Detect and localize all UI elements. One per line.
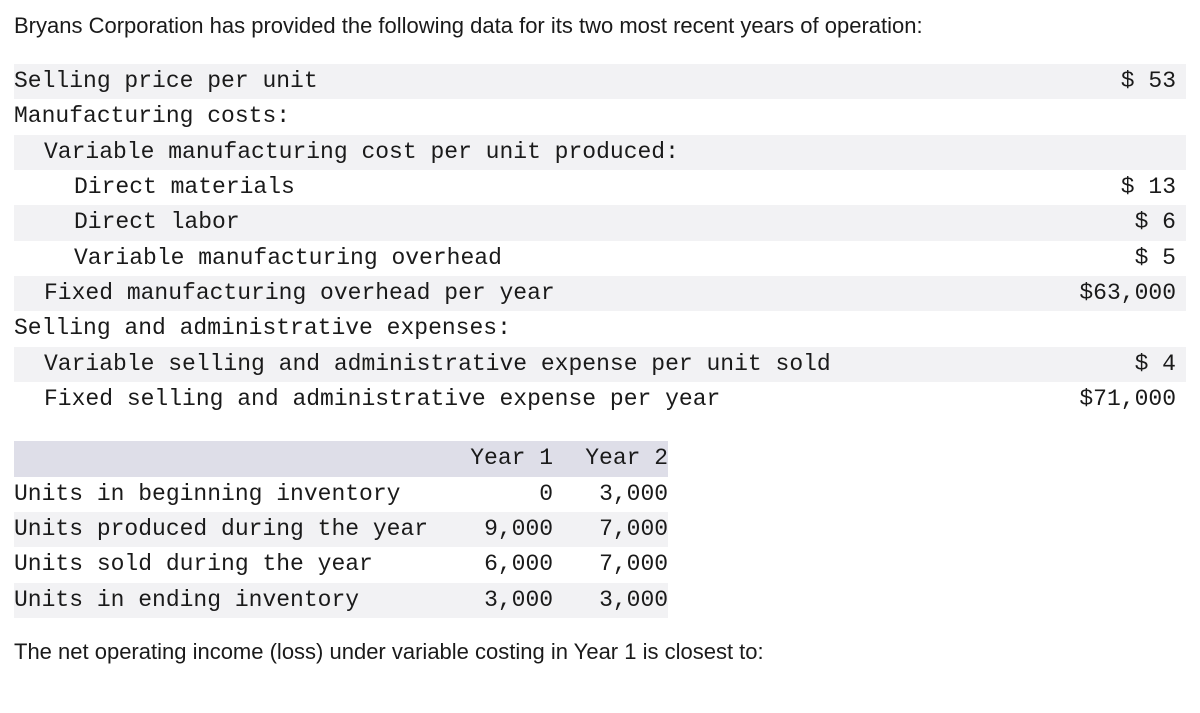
costs-row: Direct labor$ 6 (14, 205, 1186, 240)
units-header-blank (14, 441, 458, 476)
costs-row-label: Variable manufacturing cost per unit pro… (14, 135, 1052, 170)
units-table: Year 1 Year 2 Units in beginning invento… (14, 441, 668, 618)
costs-row-label: Selling price per unit (14, 64, 1052, 99)
costs-row: Selling and administrative expenses: (14, 311, 1186, 346)
units-row-year1: 3,000 (458, 583, 553, 618)
units-row-label: Units in beginning inventory (14, 477, 458, 512)
costs-row: Manufacturing costs: (14, 99, 1186, 134)
costs-row: Direct materials$ 13 (14, 170, 1186, 205)
units-row-label: Units sold during the year (14, 547, 458, 582)
costs-row-label: Fixed manufacturing overhead per year (14, 276, 1052, 311)
costs-row-value: $ 6 (1052, 205, 1186, 240)
question-text: The net operating income (loss) under va… (14, 636, 1186, 668)
units-row-year2: 7,000 (553, 547, 668, 582)
units-row: Units in beginning inventory03,000 (14, 477, 668, 512)
units-row-year1: 9,000 (458, 512, 553, 547)
costs-row-label: Selling and administrative expenses: (14, 311, 1052, 346)
costs-row-value (1052, 311, 1186, 346)
units-row: Units in ending inventory3,0003,000 (14, 583, 668, 618)
costs-row: Variable selling and administrative expe… (14, 347, 1186, 382)
costs-row-value: $ 4 (1052, 347, 1186, 382)
costs-row-label: Direct materials (14, 170, 1052, 205)
intro-text: Bryans Corporation has provided the foll… (14, 10, 1186, 42)
costs-row: Selling price per unit$ 53 (14, 64, 1186, 99)
costs-row-label: Variable manufacturing overhead (14, 241, 1052, 276)
costs-row-label: Variable selling and administrative expe… (14, 347, 1052, 382)
units-row-label: Units in ending inventory (14, 583, 458, 618)
units-header-row: Year 1 Year 2 (14, 441, 668, 476)
costs-row-value: $71,000 (1052, 382, 1186, 417)
units-row: Units sold during the year6,0007,000 (14, 547, 668, 582)
units-header-year1: Year 1 (458, 441, 553, 476)
costs-table: Selling price per unit$ 53Manufacturing … (14, 64, 1186, 417)
costs-row: Fixed selling and administrative expense… (14, 382, 1186, 417)
costs-row-label: Direct labor (14, 205, 1052, 240)
costs-row-value: $63,000 (1052, 276, 1186, 311)
costs-row: Fixed manufacturing overhead per year$63… (14, 276, 1186, 311)
units-row-year2: 7,000 (553, 512, 668, 547)
units-header-year2: Year 2 (553, 441, 668, 476)
costs-row-value (1052, 99, 1186, 134)
units-row-label: Units produced during the year (14, 512, 458, 547)
costs-row: Variable manufacturing cost per unit pro… (14, 135, 1186, 170)
costs-row-label: Fixed selling and administrative expense… (14, 382, 1052, 417)
costs-row-value (1052, 135, 1186, 170)
units-row-year1: 0 (458, 477, 553, 512)
costs-row-value: $ 13 (1052, 170, 1186, 205)
costs-row-value: $ 5 (1052, 241, 1186, 276)
costs-row-value: $ 53 (1052, 64, 1186, 99)
costs-row: Variable manufacturing overhead$ 5 (14, 241, 1186, 276)
units-row: Units produced during the year9,0007,000 (14, 512, 668, 547)
units-row-year2: 3,000 (553, 583, 668, 618)
costs-row-label: Manufacturing costs: (14, 99, 1052, 134)
units-row-year2: 3,000 (553, 477, 668, 512)
units-row-year1: 6,000 (458, 547, 553, 582)
